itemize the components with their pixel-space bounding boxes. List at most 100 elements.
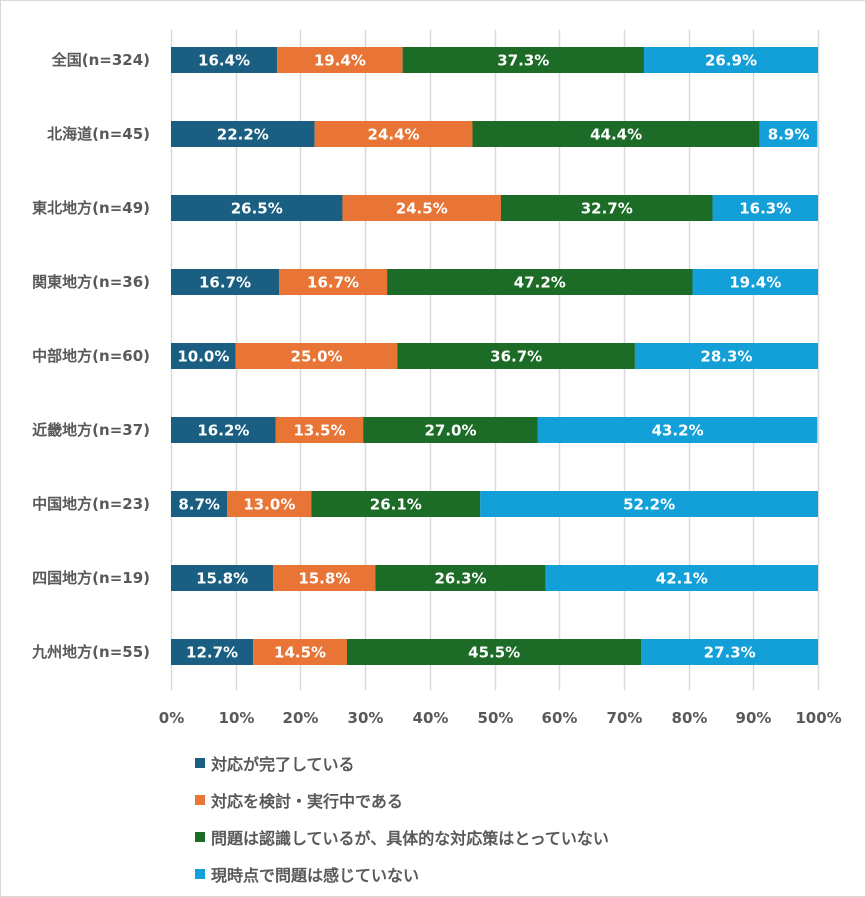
category-label: 北海道(n=45) (47, 125, 150, 143)
category-label: 四国地方(n=19) (32, 569, 150, 587)
data-label: 14.5% (274, 644, 326, 662)
data-label: 13.0% (243, 496, 295, 514)
x-tick-label: 50% (478, 709, 514, 727)
bar-segment (227, 491, 312, 517)
bar-segment (253, 639, 347, 665)
data-label: 24.4% (368, 126, 420, 144)
bar-segment (171, 195, 343, 221)
data-label: 16.2% (197, 422, 249, 440)
data-label: 42.1% (656, 570, 708, 588)
category-label: 近畿地方(n=37) (32, 421, 150, 439)
bar-segment (311, 491, 481, 517)
bar-segment (397, 343, 635, 369)
bar-segment (759, 121, 818, 147)
data-label: 43.2% (652, 422, 704, 440)
bar-segment (273, 565, 376, 591)
data-label: 26.1% (370, 496, 422, 514)
bar-segment (712, 195, 818, 221)
bar-segment (692, 269, 818, 295)
data-label: 28.3% (700, 348, 752, 366)
bar-segment (472, 121, 760, 147)
bar-segment (634, 343, 818, 369)
x-tick-label: 80% (672, 709, 708, 727)
category-label: 中部地方(n=60) (32, 347, 150, 365)
x-tick-label: 70% (607, 709, 643, 727)
bars: 16.4% 19.4% 37.3% 26.9% 22.2% 24.4% 44.4% 8.9% 2… (171, 47, 818, 665)
bar-segment (277, 47, 403, 73)
legend-item: 現時点で問題は感じていない (195, 855, 609, 892)
bar-segment (500, 195, 713, 221)
bar-segment (171, 121, 315, 147)
data-label: 19.4% (314, 52, 366, 70)
bar-segment (387, 269, 693, 295)
bar-segment (171, 47, 278, 73)
bar-segment (171, 491, 228, 517)
data-label: 44.4% (590, 126, 642, 144)
bar-segment (402, 47, 644, 73)
data-label: 27.3% (704, 644, 756, 662)
data-label: 16.7% (307, 274, 359, 292)
data-label: 32.7% (581, 200, 633, 218)
bar-segment (641, 639, 818, 665)
legend-label: 問題は認識しているが、具体的な対応策はとっていない (211, 828, 609, 848)
x-tick-label: 10% (219, 709, 255, 727)
data-label: 26.5% (231, 200, 283, 218)
data-label: 25.0% (291, 348, 343, 366)
legend-label: 対応を検討・実行中である (211, 791, 403, 811)
bar-segment (375, 565, 546, 591)
legend-swatch (195, 794, 205, 805)
bar-segment (171, 639, 254, 665)
legend-item: 対応が完了している (195, 744, 609, 781)
data-label: 19.4% (729, 274, 781, 292)
data-label: 10.0% (177, 348, 229, 366)
data-label: 12.7% (186, 644, 238, 662)
category-labels: 全国(n=324) 北海道(n=45) 東北地方(n=49) 関東地方(n=36) 中部… (31, 51, 150, 661)
legend-label: 現時点で問題は感じていない (211, 865, 420, 885)
bar-segment (537, 417, 818, 443)
data-label: 26.9% (705, 52, 757, 70)
bar-segment (346, 639, 642, 665)
data-label: 16.3% (739, 200, 791, 218)
data-label: 26.3% (435, 570, 487, 588)
category-label: 中国地方(n=23) (32, 495, 150, 513)
bar-segment (545, 565, 818, 591)
x-tick-label: 20% (283, 709, 319, 727)
data-label: 36.7% (490, 348, 542, 366)
bar-segment (314, 121, 473, 147)
data-label: 15.8% (298, 570, 350, 588)
data-label: 24.5% (396, 200, 448, 218)
data-label: 16.4% (198, 52, 250, 70)
data-label: 27.0% (424, 422, 476, 440)
bar-segment (363, 417, 538, 443)
data-label: 13.5% (293, 422, 345, 440)
data-label: 37.3% (497, 52, 549, 70)
x-tick-labels: 0% 10% 20% 30% 40% 50% 60% 70% 80% 90% 100% (159, 709, 842, 727)
bar-segment (643, 47, 818, 73)
data-label: 8.9% (768, 126, 810, 144)
category-label: 東北地方(n=49) (32, 199, 150, 217)
legend-swatch (195, 831, 205, 842)
x-tick-label: 100% (795, 709, 841, 727)
bar-segment (171, 565, 274, 591)
legend-swatch (195, 868, 205, 879)
legend-item: 対応を検討・実行中である (195, 781, 609, 818)
bar-segment (171, 417, 276, 443)
category-label: 関東地方(n=36) (32, 273, 150, 291)
bar-segment (279, 269, 388, 295)
bar-segment (171, 269, 280, 295)
legend: 対応が完了している対応を検討・実行中である問題は認識しているが、具体的な対応策は… (195, 744, 609, 892)
x-tick-label: 90% (736, 709, 772, 727)
x-tick-label: 0% (159, 709, 184, 727)
x-tick-label: 40% (413, 709, 449, 727)
bar-segment (275, 417, 364, 443)
category-label: 九州地方(n=55) (31, 643, 150, 661)
data-label: 47.2% (514, 274, 566, 292)
legend-label: 対応が完了している (211, 754, 355, 774)
bar-segment (480, 491, 818, 517)
category-label: 全国(n=324) (51, 51, 150, 69)
legend-swatch (195, 757, 205, 768)
bar-segment (171, 343, 236, 369)
data-label: 45.5% (468, 644, 520, 662)
data-label: 22.2% (217, 126, 269, 144)
